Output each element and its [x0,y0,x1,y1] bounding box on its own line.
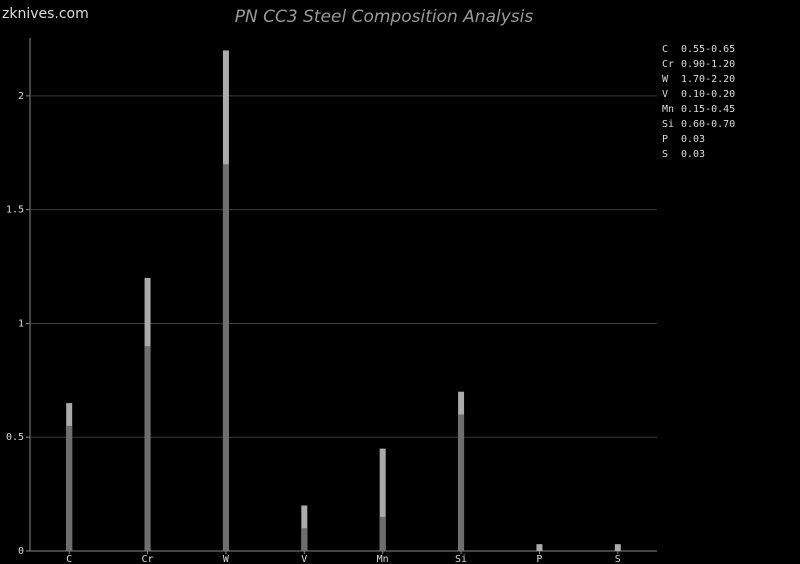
legend-element: Si [662,119,674,130]
bar-high [536,544,543,551]
legend-range: 0.10-0.20 [681,89,735,100]
legend-element: S [662,149,668,160]
bar-low [222,164,229,551]
bar-high [379,448,386,551]
legend-element: P [662,134,668,145]
bar-low [458,414,465,551]
chart-title: PN CC3 Steel Composition Analysis [235,7,534,27]
x-tick-label: V [301,554,307,564]
y-tick-label: 0 [18,546,24,557]
legend-element: C [662,44,668,55]
legend-element: Cr [662,59,674,70]
legend-element: W [662,74,669,85]
legend-range: 0.15-0.45 [681,104,735,115]
x-tick-label: S [615,554,621,564]
x-tick-label: P [536,554,542,564]
y-tick-label: 1.5 [6,205,24,216]
bar-low [379,516,386,551]
legend-range: 1.70-2.20 [681,74,735,85]
legend-range: 0.90-1.20 [681,59,735,70]
bar-low [144,346,151,551]
legend-range: 0.55-0.65 [681,44,735,55]
x-tick-label: C [66,554,72,564]
legend-element: Mn [662,104,674,115]
bar-low [66,425,73,551]
legend-range: 0.03 [681,134,705,145]
y-tick-label: 2 [18,91,24,102]
legend-element: V [662,89,668,100]
y-tick-label: 1 [18,318,24,329]
x-tick-label: W [223,554,230,564]
x-tick-label: Si [455,554,467,564]
bar-low [301,528,308,551]
legend-range: 0.60-0.70 [681,119,735,130]
legend-range: 0.03 [681,149,705,160]
bar-high [614,544,621,551]
x-tick-label: Mn [377,554,389,564]
y-tick-label: 0.5 [6,432,24,443]
x-tick-label: Cr [142,554,154,564]
watermark: zknives.com [2,6,89,22]
